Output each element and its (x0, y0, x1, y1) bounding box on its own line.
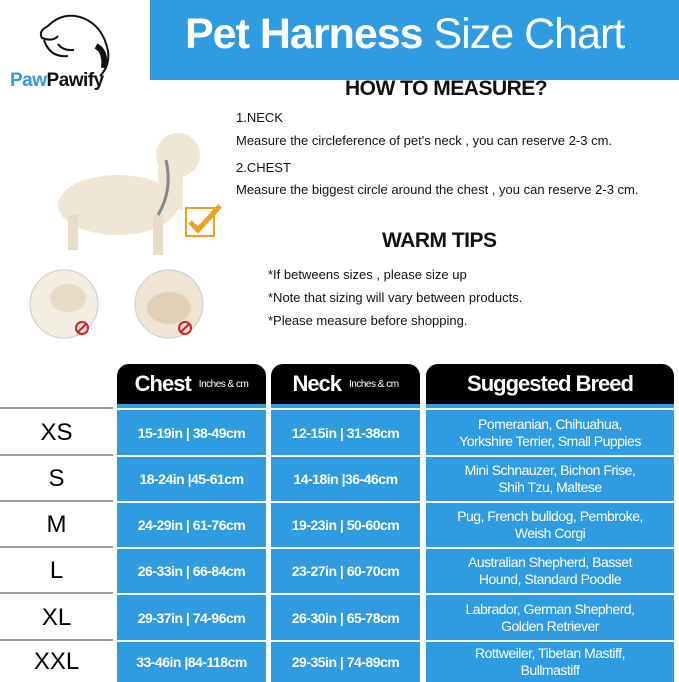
neck-cell: 26-30in | 65-78cm (271, 595, 420, 640)
breed-cell: Mini Schnauzer, Bichon Frise, Shih Tzu, M… (426, 457, 674, 501)
dog-photo (58, 133, 222, 255)
size-label: XL (41, 603, 72, 631)
row-divider (0, 546, 113, 548)
size-label: XS (40, 418, 73, 446)
breed-cell: Rottweiler, Tibetan Mastiff, Bullmastiff (426, 642, 674, 682)
breed-cell: Pomeranian, Chihuahua, Yorkshire Terrier,… (426, 410, 674, 455)
chest-cell: 24-29in | 61-76cm (117, 503, 266, 547)
tip-item: *Note that sizing will vary between prod… (268, 290, 523, 305)
breed-cell: Pug, French bulldog, Pembroke, Weish Corg… (426, 503, 674, 547)
chest-cell: 29-37in | 74-96cm (117, 595, 266, 640)
title-banner (150, 0, 679, 80)
page-title: Pet Harness Size Chart (185, 10, 625, 58)
chest-cell: 18-24in |45-61cm (117, 457, 266, 501)
chest-title: 2.CHEST (236, 160, 291, 175)
tip-item: *If betweens sizes , please size up (268, 267, 467, 282)
size-label: XXL (33, 648, 80, 675)
chest-cell: 33-46in |84-118cm (117, 642, 266, 682)
chest-cell: 15-19in | 38-49cm (117, 410, 266, 455)
column-header-neck: Neck Inches & cm (271, 364, 420, 408)
dog-logo-icon (39, 14, 110, 77)
row-divider (0, 639, 113, 641)
wrong-chest-photo (134, 269, 204, 339)
neck-text: Measure the circleference of pet's neck … (236, 133, 613, 148)
neck-cell: 19-23in | 50-60cm (271, 503, 420, 547)
wrong-neck-photo (29, 269, 99, 339)
neck-cell: 23-27in | 60-70cm (271, 549, 420, 593)
tip-item: *Please measure before shopping. (268, 313, 468, 328)
row-divider (0, 500, 113, 502)
chest-cell: 26-33in | 66-84cm (117, 549, 266, 593)
row-divider (0, 407, 113, 409)
prohibit-icon (178, 321, 192, 335)
neck-cell: 14-18in |36-46cm (271, 457, 420, 501)
breed-cell: Labrador, German Shepherd, Golden Retriev… (426, 595, 674, 640)
neck-title: 1.NECK (236, 110, 283, 125)
size-label: M (46, 511, 67, 538)
how-to-measure-heading: HOW TO MEASURE? (345, 77, 548, 100)
size-label: L (49, 557, 64, 584)
brand-logo: PawPawify (10, 70, 104, 91)
neck-cell: 12-15in | 31-38cm (271, 410, 420, 455)
size-label: S (48, 465, 65, 492)
neck-cell: 29-35in | 74-89cm (271, 642, 420, 682)
chest-text: Measure the biggest circle around the ch… (236, 182, 639, 197)
check-icon (188, 204, 222, 234)
prohibit-icon (75, 321, 89, 335)
breed-cell: Australian Shepherd, Basset Hound, Standa… (426, 549, 674, 593)
row-divider (0, 592, 113, 594)
warm-tips-heading: WARM TIPS (382, 229, 497, 252)
row-divider (0, 454, 113, 456)
column-header-breed: Suggested Breed (426, 364, 674, 408)
column-header-chest: Chest Inches & cm (117, 364, 266, 408)
